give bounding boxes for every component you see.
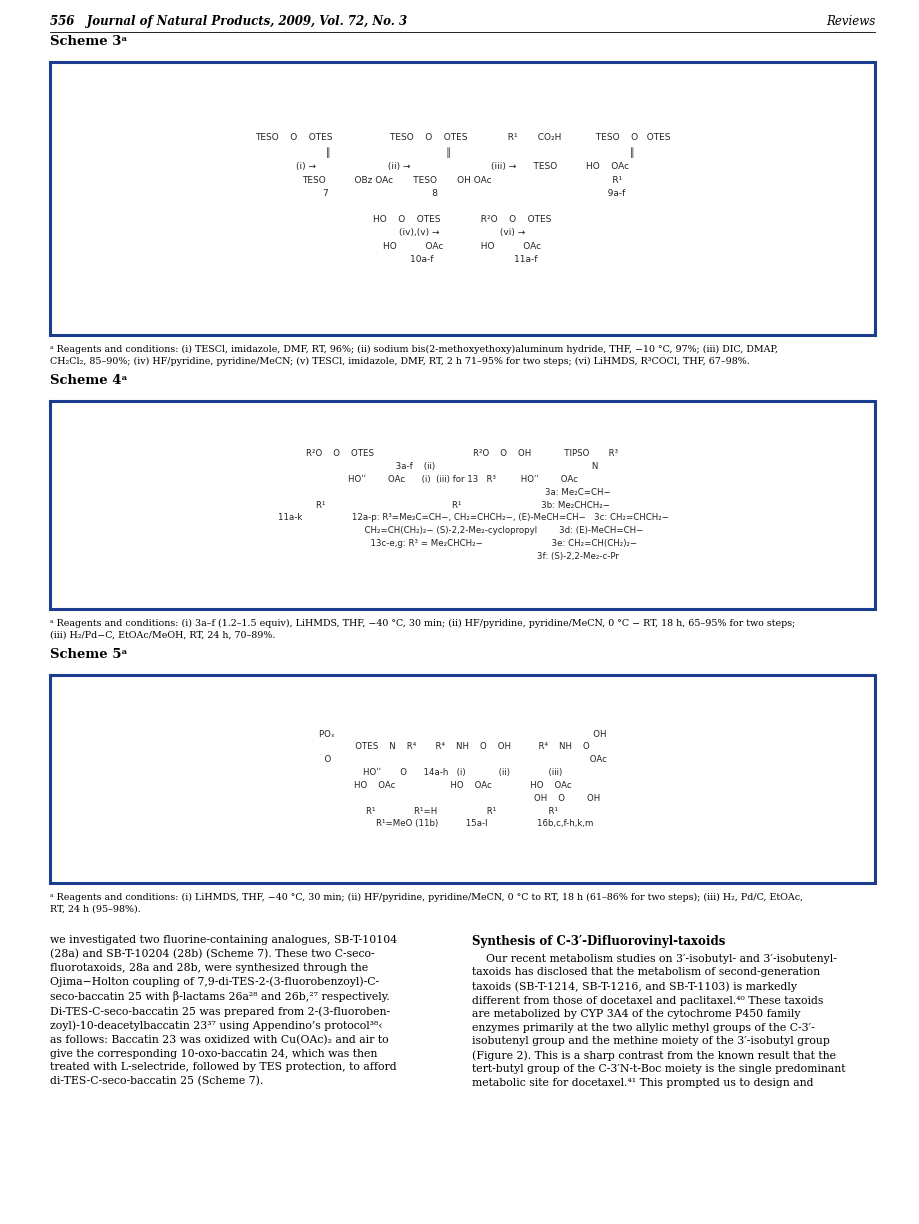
- Text: Scheme 5ᵃ: Scheme 5ᵃ: [50, 647, 128, 661]
- Text: ᵃ Reagents and conditions: (i) TESCl, imidazole, DMF, RT, 96%; (ii) sodium bis(2: ᵃ Reagents and conditions: (i) TESCl, im…: [50, 345, 777, 366]
- Text: Our recent metabolism studies on 3′-isobutyl- and 3′-isobutenyl-
taxoids has dis: Our recent metabolism studies on 3′-isob…: [472, 953, 845, 1088]
- Bar: [50, 62, 874, 335]
- Text: 556   Journal of Natural Products, 2009, Vol. 72, No. 3: 556 Journal of Natural Products, 2009, V…: [50, 15, 407, 28]
- Text: we investigated two fluorine-containing analogues, SB-T-10104
(28a) and SB-T-102: we investigated two fluorine-containing …: [50, 935, 397, 1086]
- Text: ᵃ Reagents and conditions: (i) 3a–f (1.2–1.5 equiv), LiHMDS, THF, −40 °C, 30 min: ᵃ Reagents and conditions: (i) 3a–f (1.2…: [50, 619, 794, 640]
- Text: Scheme 4ᵃ: Scheme 4ᵃ: [50, 375, 128, 387]
- Text: POₓ                                                                             : POₓ: [318, 730, 606, 829]
- Text: ᵃ Reagents and conditions: (i) LiHMDS, THF, −40 °C, 30 min; (ii) HF/pyridine, py: ᵃ Reagents and conditions: (i) LiHMDS, T…: [50, 894, 802, 914]
- Text: Scheme 3ᵃ: Scheme 3ᵃ: [50, 35, 128, 48]
- Bar: [50, 674, 874, 883]
- Text: Synthesis of C-3′-Difluorovinyl-taxoids: Synthesis of C-3′-Difluorovinyl-taxoids: [472, 935, 725, 949]
- Bar: [50, 401, 874, 610]
- Text: Reviews: Reviews: [825, 15, 874, 28]
- Text: TESO    O    OTES                    TESO    O    OTES              R¹       CO₂: TESO O OTES TESO O OTES R¹ CO₂: [255, 133, 670, 263]
- Text: R²O    O    OTES                                    R²O    O    OH            TI: R²O O OTES R²O O OH TI: [255, 449, 668, 561]
